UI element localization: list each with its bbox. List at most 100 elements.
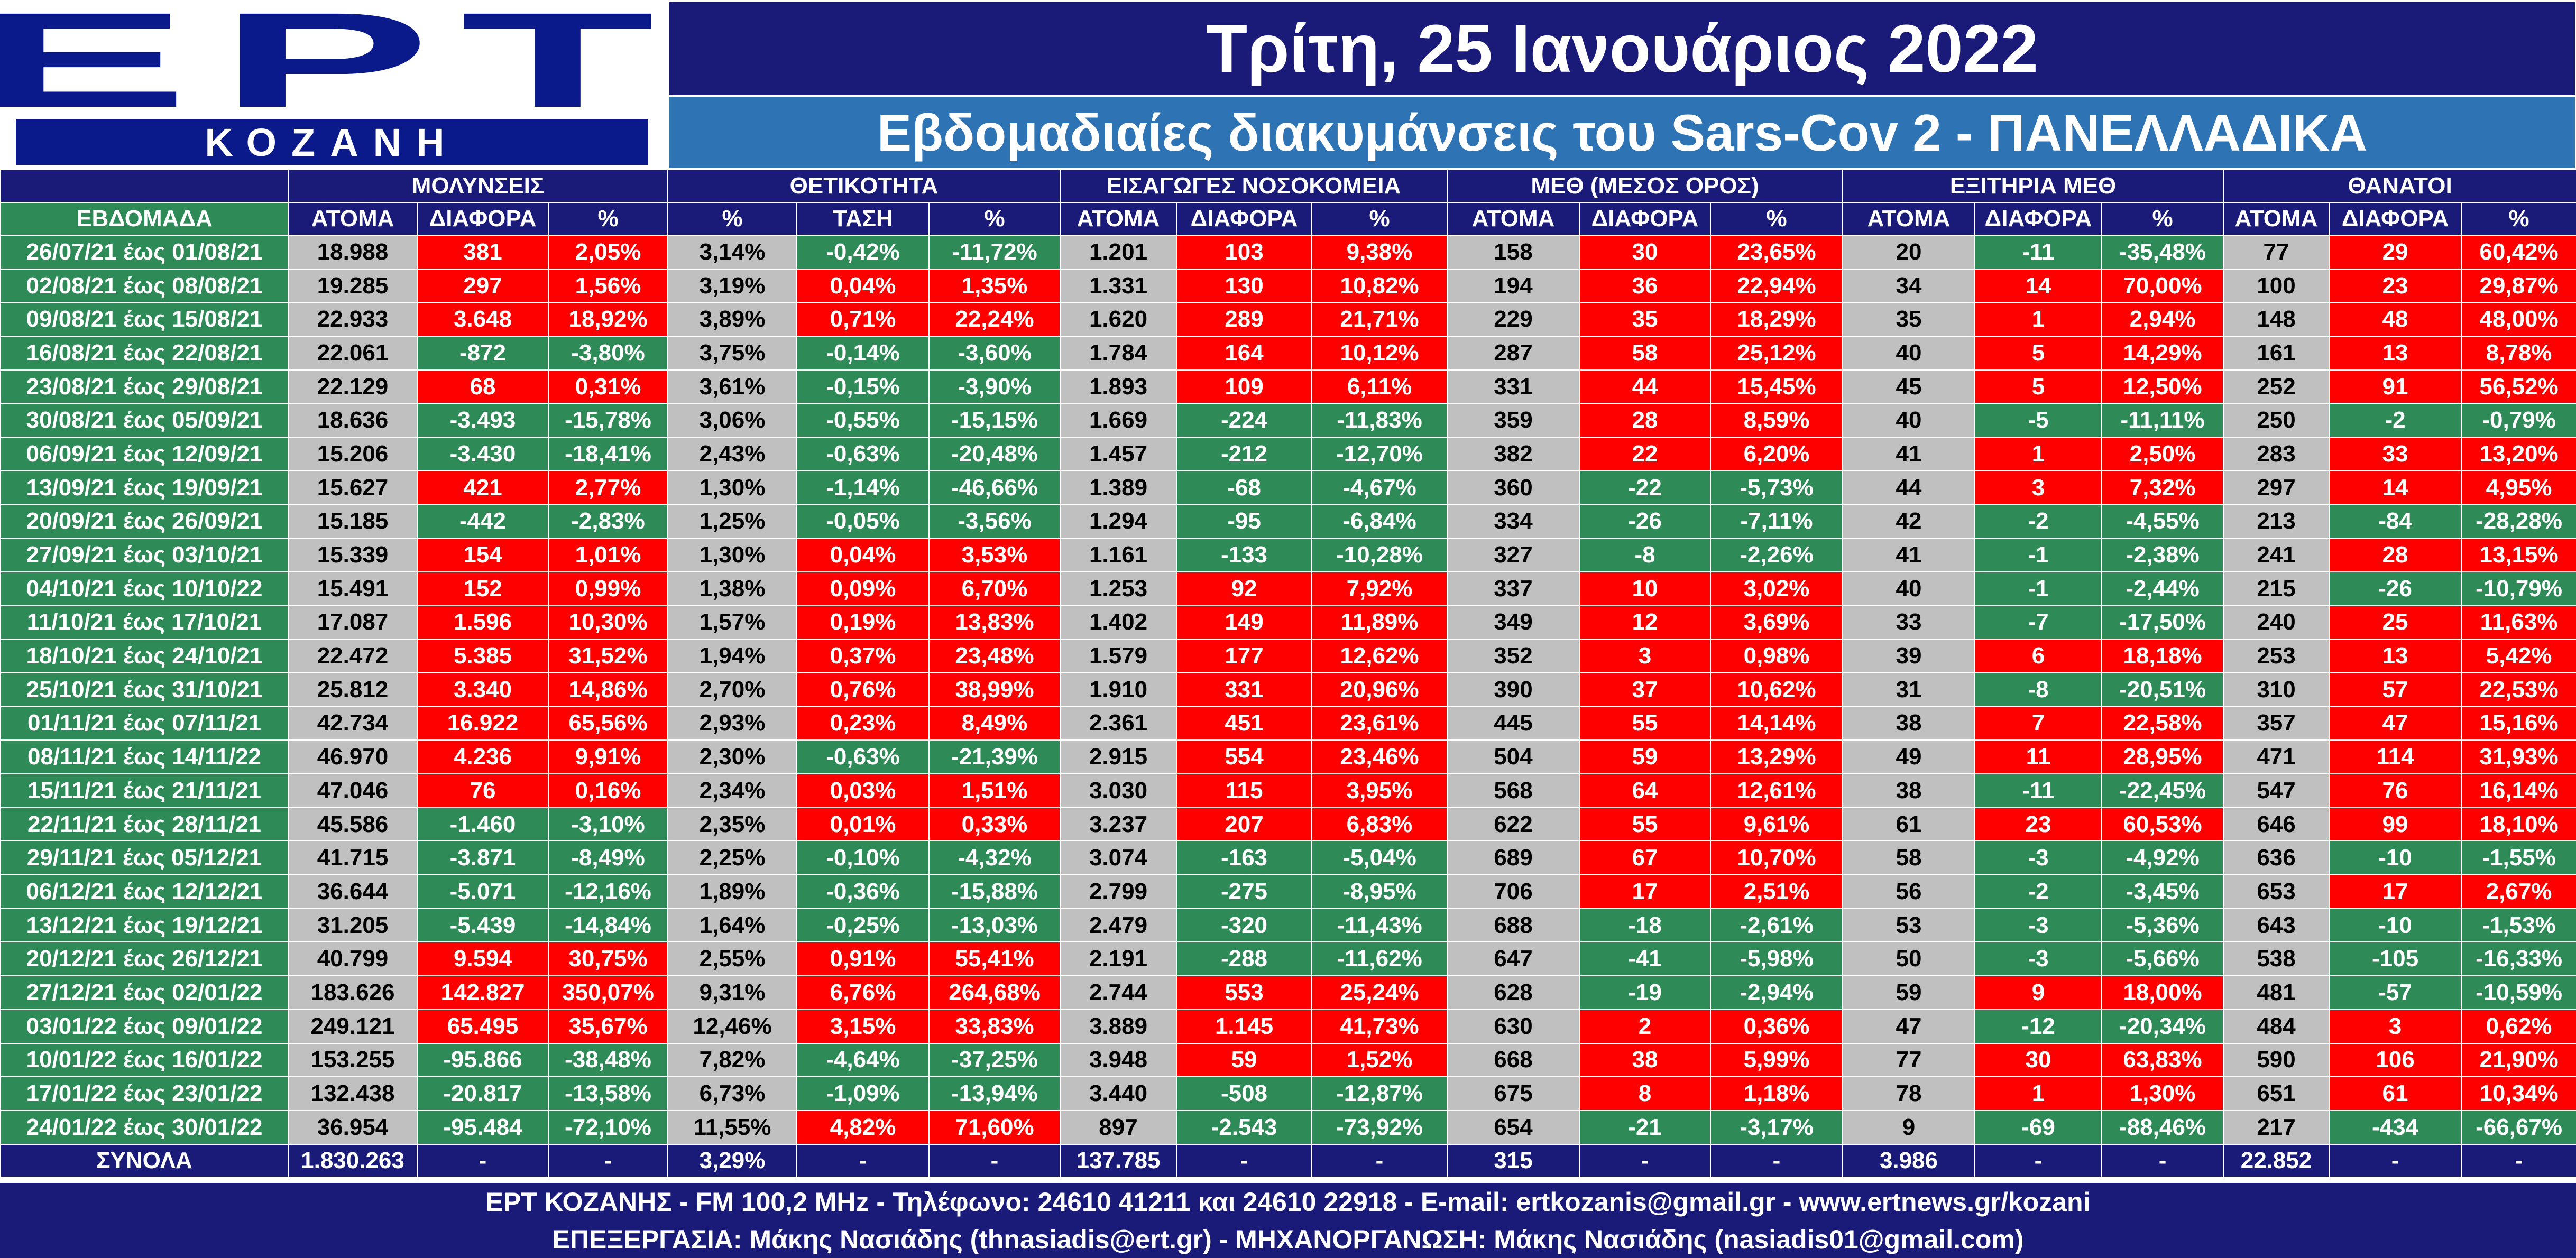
- value-cell: 91: [2329, 369, 2462, 404]
- value-cell: 22.129: [288, 369, 418, 404]
- table-row: 15/11/21 έως 21/11/21 47.046 76 0,16% 2,34% 0…: [0, 773, 2576, 808]
- value-cell: 76: [2329, 773, 2462, 808]
- value-cell: 18,00%: [2101, 975, 2224, 1010]
- value-cell: 177: [1176, 639, 1312, 673]
- value-cell: 8,59%: [1710, 403, 1843, 438]
- value-cell: -26: [1579, 504, 1711, 539]
- value-cell: -66,67%: [2461, 1109, 2576, 1145]
- value-cell: -1: [1974, 538, 2102, 572]
- value-cell: 1,94%: [667, 639, 797, 673]
- week-cell: 23/08/21 έως 29/08/21: [0, 369, 289, 404]
- value-cell: 5,99%: [1710, 1042, 1843, 1078]
- value-cell: 1.253: [1060, 571, 1177, 606]
- value-cell: 18.988: [288, 235, 418, 270]
- totals-cell: -: [417, 1143, 549, 1178]
- value-cell: -21: [1579, 1109, 1711, 1145]
- value-cell: 25,24%: [1311, 975, 1448, 1010]
- value-cell: 103: [1176, 235, 1312, 270]
- value-cell: -2,38%: [2101, 538, 2224, 572]
- value-cell: 2.799: [1060, 874, 1177, 909]
- week-cell: 27/12/21 έως 02/01/22: [0, 975, 289, 1010]
- value-cell: -6,84%: [1311, 504, 1448, 539]
- value-cell: -11: [1974, 235, 2102, 270]
- value-cell: 34: [1842, 268, 1975, 303]
- value-cell: 48,00%: [2461, 302, 2576, 337]
- value-cell: -133: [1176, 538, 1312, 572]
- value-cell: 68: [417, 369, 549, 404]
- value-cell: -1.460: [417, 807, 549, 842]
- value-cell: 23,48%: [928, 639, 1061, 673]
- value-cell: 100: [2223, 268, 2330, 303]
- value-cell: 5: [1974, 369, 2102, 404]
- value-cell: -57: [2329, 975, 2462, 1010]
- value-cell: 689: [1447, 840, 1580, 876]
- value-cell: 23: [1974, 807, 2102, 842]
- week-cell: 27/09/21 έως 03/10/21: [0, 538, 289, 572]
- value-cell: 15.627: [288, 470, 418, 505]
- value-cell: -11,83%: [1311, 403, 1448, 438]
- value-cell: 6,73%: [667, 1076, 797, 1111]
- value-cell: 7: [1974, 706, 2102, 741]
- value-cell: -5.439: [417, 908, 549, 943]
- value-cell: 45.586: [288, 807, 418, 842]
- value-cell: -212: [1176, 437, 1312, 471]
- value-cell: 241: [2223, 538, 2330, 572]
- value-cell: -1,55%: [2461, 840, 2576, 876]
- totals-cell: -: [1579, 1143, 1711, 1178]
- week-cell: 26/07/21 έως 01/08/21: [0, 235, 289, 270]
- value-cell: 17: [2329, 874, 2462, 909]
- value-cell: 15.339: [288, 538, 418, 572]
- totals-cell: -: [2461, 1143, 2576, 1178]
- value-cell: -3,45%: [2101, 874, 2224, 909]
- value-cell: -15,88%: [928, 874, 1061, 909]
- column-header: ΑΤΟΜΑ: [1447, 202, 1580, 236]
- value-cell: -88,46%: [2101, 1109, 2224, 1145]
- column-header: ΑΤΟΜΑ: [288, 202, 418, 236]
- value-cell: 36.644: [288, 874, 418, 909]
- value-cell: 22: [1579, 437, 1711, 471]
- value-cell: 3,14%: [667, 235, 797, 270]
- value-cell: -4,64%: [796, 1042, 930, 1078]
- value-cell: -95.484: [417, 1109, 549, 1145]
- value-cell: 152: [417, 571, 549, 606]
- value-cell: -0,25%: [796, 908, 930, 943]
- value-cell: 0,04%: [796, 268, 930, 303]
- value-cell: 60,53%: [2101, 807, 2224, 842]
- value-cell: 12,46%: [667, 1009, 797, 1044]
- week-cell: 01/11/21 έως 07/11/21: [0, 706, 289, 741]
- value-cell: 538: [2223, 941, 2330, 977]
- value-cell: 35: [1842, 302, 1975, 337]
- value-cell: 77: [2223, 235, 2330, 270]
- value-cell: 9: [1974, 975, 2102, 1010]
- value-cell: -15,15%: [928, 403, 1061, 438]
- value-cell: -2,94%: [1710, 975, 1843, 1010]
- totals-cell: 3.986: [1842, 1143, 1975, 1178]
- value-cell: 12,61%: [1710, 773, 1843, 808]
- value-cell: 229: [1447, 302, 1580, 337]
- value-cell: 13,15%: [2461, 538, 2576, 572]
- value-cell: 359: [1447, 403, 1580, 438]
- footer-credits-line: ΕΠΕΞΕΡΓΑΣΙΑ: Μάκης Νασιάδης (thnasiadis@…: [552, 1224, 2024, 1254]
- value-cell: 154: [417, 538, 549, 572]
- value-cell: 628: [1447, 975, 1580, 1010]
- table-row: 23/08/21 έως 29/08/21 22.129 68 0,31% 3,61% -…: [0, 369, 2576, 404]
- value-cell: 15.491: [288, 571, 418, 606]
- group-header-blank: [0, 169, 289, 203]
- value-cell: 10,34%: [2461, 1076, 2576, 1111]
- value-cell: 99: [2329, 807, 2462, 842]
- value-cell: 3,15%: [796, 1009, 930, 1044]
- value-cell: 327: [1447, 538, 1580, 572]
- value-cell: 3.074: [1060, 840, 1177, 876]
- value-cell: -95.866: [417, 1042, 549, 1078]
- value-cell: -105: [2329, 941, 2462, 977]
- value-cell: 37: [1579, 672, 1711, 707]
- value-cell: 153.255: [288, 1042, 418, 1078]
- value-cell: 22,94%: [1710, 268, 1843, 303]
- value-cell: 3,02%: [1710, 571, 1843, 606]
- value-cell: 3,19%: [667, 268, 797, 303]
- value-cell: 61: [2329, 1076, 2462, 1111]
- value-cell: 58: [1842, 840, 1975, 876]
- value-cell: -72,10%: [548, 1109, 668, 1145]
- value-cell: 3.237: [1060, 807, 1177, 842]
- value-cell: -5,36%: [2101, 908, 2224, 943]
